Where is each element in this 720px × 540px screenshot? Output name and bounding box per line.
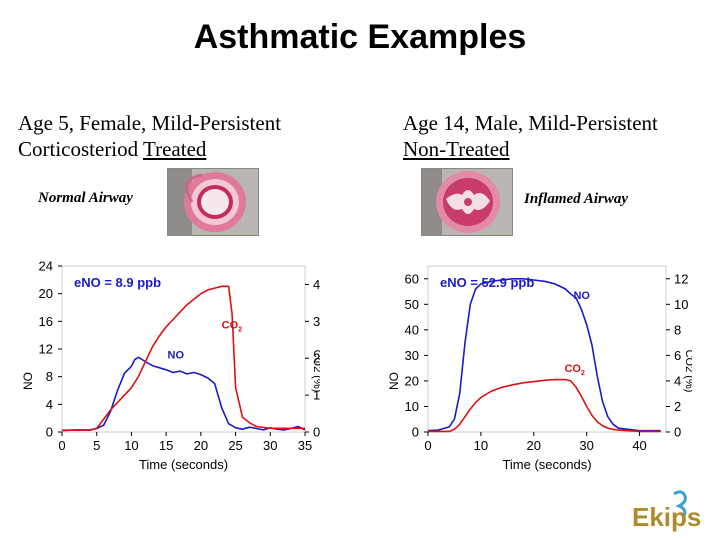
y-tick-label-right: 0 — [313, 425, 320, 440]
y-tick-label-left: 20 — [405, 373, 419, 388]
x-tick-label: 35 — [298, 438, 312, 453]
x-tick-label: 10 — [124, 438, 138, 453]
case-line-2: Corticosteriod Treated — [18, 136, 281, 162]
case-treatment-prefix: Corticosteriod — [18, 137, 144, 161]
x-axis-label: Time (seconds) — [139, 457, 228, 472]
series-line-no — [427, 277, 661, 432]
eno-annotation: eNO = 52.9 ppb — [440, 275, 534, 290]
y-tick-label-left: 50 — [405, 297, 419, 312]
y-tick-label-left: 4 — [46, 397, 53, 412]
eno-annotation: eNO = 8.9 ppb — [74, 275, 161, 290]
y-tick-label-left: 10 — [405, 399, 419, 414]
x-tick-label: 15 — [159, 438, 173, 453]
left-axis-label: NO — [21, 372, 35, 390]
ekips-logo: Ekips — [632, 490, 701, 532]
case-line-1: Age 5, Female, Mild-Persistent — [18, 111, 282, 135]
y-tick-label-right: 1 — [313, 388, 320, 403]
right-axis-label: CO2 (%) — [683, 350, 692, 393]
x-tick-label: 0 — [58, 438, 65, 453]
x-tick-label: 30 — [579, 438, 593, 453]
right-axis-label: CO2 (%) — [311, 350, 320, 393]
case-line-1: Age 14, Male, Mild-Persistent — [403, 111, 658, 135]
x-tick-label: 5 — [93, 438, 100, 453]
co2-subscript: 2 — [581, 370, 585, 377]
x-tick-label: 10 — [474, 438, 488, 453]
y-tick-label-right: 2 — [313, 351, 320, 366]
series-line-no — [61, 356, 306, 432]
x-axis-label: Time (seconds) — [502, 457, 591, 472]
series-line-co2 — [62, 285, 305, 431]
case-description-left: Age 5, Female, Mild-Persistent Corticost… — [18, 110, 281, 162]
y-tick-label-right: 8 — [674, 322, 681, 337]
y-tick-label-left: 0 — [46, 425, 53, 440]
y-tick-label-left: 40 — [405, 322, 419, 337]
y-tick-label-right: 4 — [674, 373, 681, 388]
case-line-2: Non-Treated — [403, 136, 658, 162]
y-tick-label-left: 20 — [39, 286, 53, 301]
y-tick-label-right: 2 — [674, 399, 681, 414]
no-series-label: NO — [573, 290, 590, 302]
normal-airway-label: Normal Airway — [38, 190, 133, 206]
y-tick-label-right: 4 — [313, 277, 320, 292]
case-description-right: Age 14, Male, Mild-Persistent Non-Treate… — [403, 110, 658, 162]
no-series-label: NO — [168, 350, 185, 362]
series-line-co2 — [428, 378, 661, 433]
x-tick-label: 20 — [527, 438, 541, 453]
x-tick-label: 30 — [263, 438, 277, 453]
y-tick-label-right: 0 — [674, 425, 681, 440]
inflamed-airway-label: Inflamed Airway — [524, 191, 629, 207]
co2-subscript: 2 — [238, 326, 242, 333]
co2-series-label: CO2 — [564, 363, 585, 377]
chart-right: 0 10 20 30 40 0 10 20 30 40 50 60 0 2 4 6 8 10 12 Time (sec… — [387, 265, 692, 472]
x-tick-label: 0 — [424, 438, 431, 453]
x-tick-label: 20 — [194, 438, 208, 453]
normal-airway-image — [167, 168, 259, 236]
y-tick-label-left: 16 — [39, 314, 53, 329]
y-tick-label-right: 6 — [674, 348, 681, 363]
y-tick-label-left: 0 — [412, 425, 419, 440]
plot-frame — [61, 265, 306, 433]
slide-title: Asthmatic Examples — [193, 18, 527, 56]
x-tick-label: 40 — [632, 438, 646, 453]
case-treatment-status: Non-Treated — [403, 137, 510, 161]
y-tick-label-left: 12 — [39, 342, 53, 357]
inflamed-airway-image — [421, 168, 513, 236]
y-tick-label-left: 60 — [405, 271, 419, 286]
y-tick-label-left: 24 — [39, 260, 53, 274]
plot-frame — [427, 265, 667, 433]
logo-text: Ekips — [632, 502, 701, 532]
co2-series-label: CO2 — [222, 319, 243, 333]
y-tick-label-left: 8 — [46, 369, 53, 384]
y-tick-label-right: 10 — [674, 297, 688, 312]
y-tick-label-left: 30 — [405, 348, 419, 363]
case-treatment-status: Treated — [143, 137, 207, 161]
x-tick-label: 25 — [228, 438, 242, 453]
left-axis-label: NO — [387, 372, 401, 390]
y-tick-label-right: 3 — [313, 314, 320, 329]
y-tick-label-right: 12 — [674, 271, 688, 286]
